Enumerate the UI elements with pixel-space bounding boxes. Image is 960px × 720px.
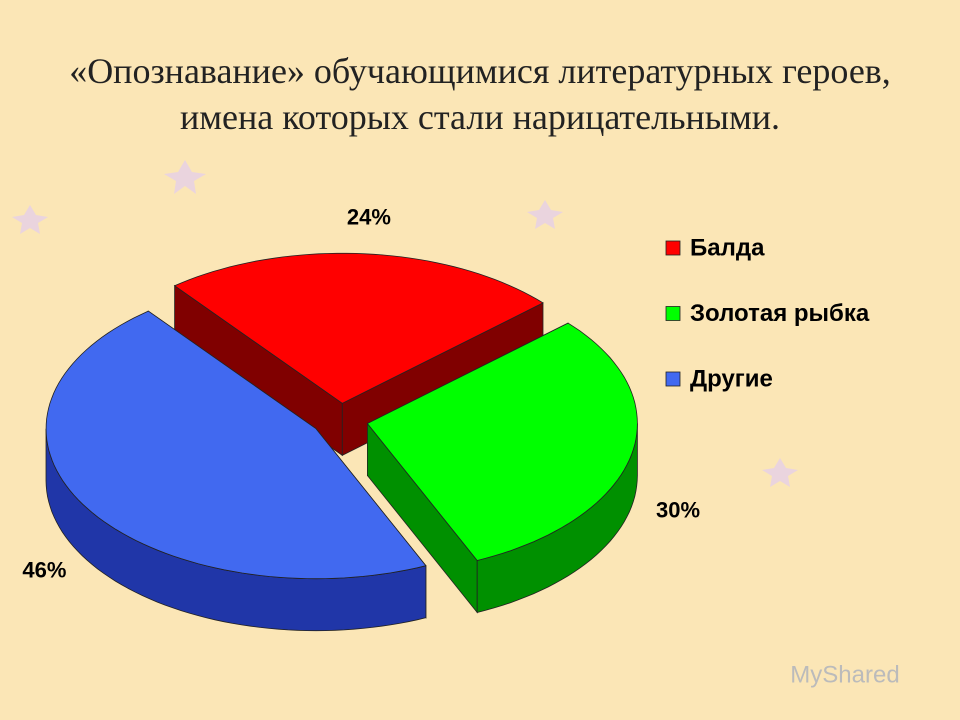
slice (45, 310, 427, 580)
legend-swatch (665, 371, 681, 387)
legend-swatch (665, 240, 681, 256)
value-label: 24% (347, 204, 391, 229)
chart-title: «Опознавание» обучающимися литературных … (69, 51, 891, 137)
watermark: MyShared (790, 661, 899, 688)
legend-label: Золотая рыбка (690, 300, 870, 327)
slice (366, 322, 638, 561)
legend-label: Балда (690, 234, 765, 261)
decor-stars (12, 160, 798, 487)
slice (173, 252, 544, 404)
legend-swatch (665, 306, 681, 321)
legend-label: Другие (690, 365, 773, 392)
value-label: 30% (656, 498, 700, 523)
value-label: 46% (22, 557, 66, 582)
